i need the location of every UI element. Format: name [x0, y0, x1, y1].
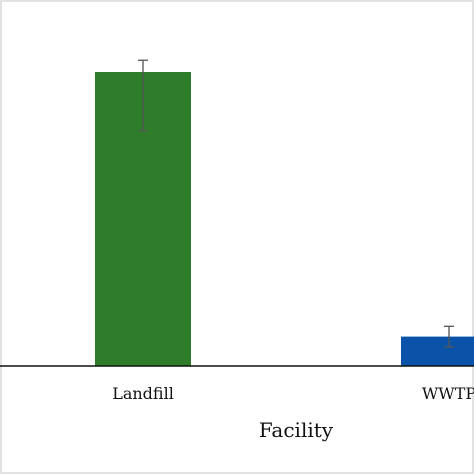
- error-bar-landfill: [138, 59, 148, 132]
- bars-group: [95, 72, 474, 366]
- bar-wwtp: [401, 336, 474, 366]
- x-tick-label-wwtp: WWTP: [422, 384, 474, 403]
- error-bars-group: [138, 59, 454, 348]
- x-tick-label-landfill: Landfill: [112, 384, 174, 403]
- x-axis-title: Facility: [259, 418, 334, 442]
- error-bar-wwtp: [444, 325, 454, 348]
- x-tick-labels: Landfill WWTP: [112, 384, 474, 403]
